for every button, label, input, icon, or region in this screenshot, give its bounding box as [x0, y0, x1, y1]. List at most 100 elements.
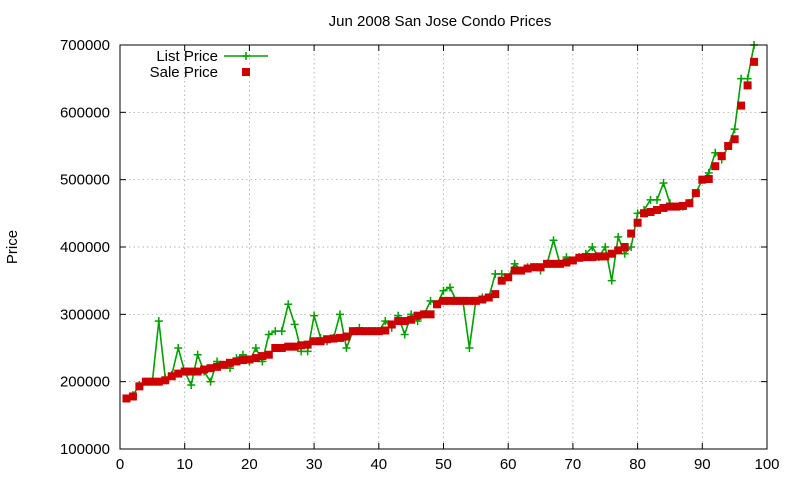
- square-marker: [180, 367, 189, 376]
- square-marker: [128, 392, 137, 401]
- y-tick-label: 400000: [60, 239, 110, 256]
- square-marker: [251, 354, 260, 363]
- square-marker: [549, 259, 558, 268]
- square-marker: [167, 372, 176, 381]
- chart-title: Jun 2008 San Jose Condo Prices: [329, 13, 552, 30]
- legend-label-sale-price: Sale Price: [150, 64, 218, 81]
- square-marker: [387, 320, 396, 329]
- square-marker: [245, 355, 254, 364]
- square-marker: [588, 253, 597, 262]
- square-marker: [290, 342, 299, 351]
- x-tick-label: 80: [629, 456, 646, 473]
- y-tick-label: 100000: [60, 441, 110, 458]
- square-marker: [271, 344, 280, 352]
- square-marker: [264, 350, 273, 359]
- square-marker: [420, 310, 429, 319]
- square-marker: [407, 315, 416, 324]
- square-marker: [342, 332, 351, 341]
- x-tick-label: 30: [306, 456, 323, 473]
- x-tick-label: 40: [370, 456, 387, 473]
- square-marker: [471, 296, 480, 305]
- square-marker: [672, 202, 681, 211]
- square-marker: [678, 201, 687, 210]
- square-marker: [355, 327, 364, 336]
- y-tick-label: 700000: [60, 37, 110, 54]
- square-marker: [242, 68, 250, 76]
- square-marker: [284, 342, 293, 351]
- square-marker: [297, 341, 306, 350]
- square-marker: [213, 362, 222, 371]
- square-marker: [530, 263, 539, 272]
- square-marker: [445, 296, 454, 305]
- square-marker: [737, 101, 746, 110]
- square-marker: [497, 276, 506, 285]
- square-marker: [303, 340, 312, 349]
- square-marker: [368, 327, 377, 336]
- x-tick-label: 20: [241, 456, 258, 473]
- square-marker: [555, 259, 564, 268]
- square-marker: [698, 175, 707, 184]
- square-marker: [465, 296, 474, 305]
- square-marker: [575, 253, 584, 262]
- square-marker: [200, 365, 209, 374]
- square-marker: [704, 174, 713, 183]
- square-marker: [607, 249, 616, 258]
- square-marker: [329, 334, 338, 343]
- square-marker: [232, 357, 241, 366]
- square-marker: [323, 335, 332, 344]
- square-marker: [523, 264, 532, 273]
- square-marker: [452, 296, 461, 305]
- square-marker: [361, 327, 370, 336]
- square-marker: [640, 209, 649, 218]
- square-marker: [413, 311, 422, 320]
- square-marker: [536, 263, 545, 272]
- square-marker: [614, 246, 623, 255]
- square-marker: [238, 356, 247, 365]
- square-marker: [458, 296, 467, 305]
- square-marker: [439, 296, 448, 305]
- square-marker: [174, 369, 183, 378]
- square-marker: [187, 367, 196, 376]
- square-marker: [633, 218, 642, 227]
- square-marker: [562, 258, 571, 267]
- square-marker: [154, 377, 163, 386]
- list-price-line: [126, 44, 755, 400]
- square-marker: [510, 266, 519, 275]
- square-marker: [743, 81, 752, 90]
- square-marker: [594, 252, 603, 261]
- square-marker: [665, 202, 674, 211]
- square-marker: [601, 252, 610, 261]
- x-tick-label: 100: [754, 456, 779, 473]
- square-marker: [685, 199, 694, 208]
- square-marker: [517, 266, 526, 275]
- square-marker: [161, 376, 170, 385]
- sale-price-series: [122, 57, 759, 403]
- square-marker: [310, 337, 319, 346]
- square-marker: [491, 290, 500, 299]
- square-marker: [316, 337, 325, 346]
- square-marker: [730, 135, 739, 144]
- square-marker: [141, 377, 150, 386]
- square-marker: [620, 243, 629, 251]
- square-marker: [653, 205, 662, 214]
- data-series: [122, 41, 759, 403]
- x-tick-label: 70: [565, 456, 582, 473]
- square-marker: [400, 317, 409, 326]
- square-marker: [750, 57, 759, 66]
- y-tick-label: 600000: [60, 104, 110, 121]
- square-marker: [543, 259, 552, 268]
- x-tick-label: 60: [500, 456, 517, 473]
- square-marker: [122, 394, 131, 403]
- square-marker: [193, 367, 202, 376]
- square-marker: [135, 382, 144, 391]
- axis-ticks: 0 10 20 30 40 50 60 70 80 90 100 100000 200000 300000…: [60, 37, 780, 473]
- square-marker: [374, 327, 383, 336]
- x-tick-label: 90: [694, 456, 711, 473]
- x-tick-label: 10: [176, 456, 193, 473]
- square-marker: [348, 327, 357, 336]
- list-price-series: [122, 41, 759, 403]
- y-axis-label: Price: [4, 230, 21, 264]
- square-marker: [335, 333, 344, 342]
